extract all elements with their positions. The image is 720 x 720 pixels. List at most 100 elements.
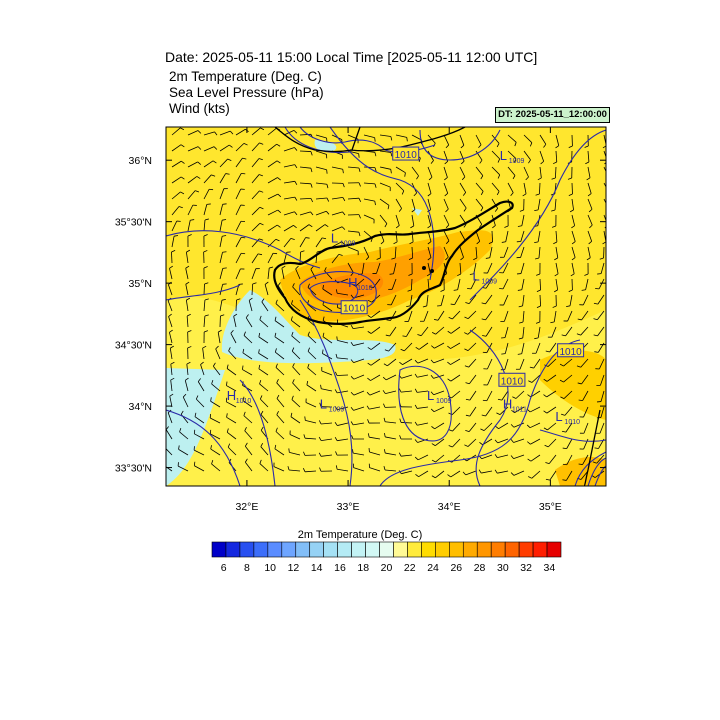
wind-barb: [275, 363, 285, 376]
wind-barb: [347, 246, 359, 256]
wind-barb: [187, 176, 201, 184]
wind-barb: [287, 466, 301, 472]
wind-barb: [203, 282, 209, 296]
wind-barb: [226, 381, 237, 392]
lat-label: 33°30'N: [115, 463, 152, 475]
wind-barb: [219, 188, 228, 200]
wind-barb: [187, 190, 200, 200]
wind-barb: [335, 289, 349, 296]
wind-barb: [571, 214, 576, 229]
wind-barb: [534, 198, 541, 212]
wind-barb: [379, 166, 392, 174]
colorbar-tick-label: 12: [288, 562, 300, 574]
temp-field-cool-sw: [166, 368, 225, 486]
wind-barb: [347, 262, 354, 276]
wind-barb: [499, 294, 509, 306]
wind-barb: [226, 364, 237, 376]
wind-barb: [335, 353, 349, 360]
lat-label: 36°N: [129, 155, 152, 167]
wind-barb: [593, 326, 605, 337]
wind-barb: [367, 419, 381, 424]
wind-barb: [363, 246, 370, 261]
colorbar-tick-label: 14: [311, 562, 323, 574]
wind-barb: [411, 198, 416, 213]
wind-barb: [367, 374, 381, 381]
wind-barb: [244, 427, 253, 440]
colorbar-swatch: [323, 541, 338, 558]
colorbar-tick-label: 34: [544, 562, 556, 574]
wind-barb: [459, 134, 465, 149]
wind-barb: [203, 266, 208, 280]
wind-barb: [516, 246, 525, 259]
wind-barb: [577, 374, 589, 385]
wind-barb: [443, 198, 449, 213]
wind-barb: [571, 246, 576, 261]
wind-barb: [193, 446, 205, 456]
wind-barb: [366, 390, 381, 396]
isobar: [239, 379, 276, 486]
svg-text:1009: 1009: [340, 241, 356, 248]
wind-barb: [571, 230, 576, 245]
wind-barb: [415, 470, 429, 478]
wind-barb: [587, 182, 592, 197]
wind-barb: [267, 160, 281, 168]
wind-barb: [264, 281, 269, 296]
colorbar-swatch: [267, 541, 283, 558]
wind-barb: [379, 230, 385, 245]
wind-barb: [320, 384, 333, 392]
wind-barb: [235, 252, 246, 264]
colorbar-tick-label: 28: [474, 562, 486, 574]
wind-barb: [563, 310, 573, 322]
wind-barb: [547, 326, 557, 338]
map-axes: 36°N 35°30'N 35°N 34°30'N 34°N 33°30'N 32°E 33°…: [115, 127, 606, 513]
wind-barb: [599, 246, 605, 260]
wind-barb: [561, 422, 573, 433]
wind-barb: [212, 362, 221, 376]
colorbar-tick-label: 26: [450, 562, 462, 574]
wind-barb: [334, 437, 349, 442]
wind-barb: [319, 402, 333, 408]
wind-barb: [536, 294, 542, 309]
wind-barb: [395, 182, 405, 195]
colorbar-title: 2m Temperature (Deg. C): [297, 529, 423, 541]
wind-barb: [459, 246, 464, 261]
wind-barb: [465, 390, 477, 401]
wind-barb: [178, 445, 189, 456]
wind-barb: [274, 316, 285, 328]
wind-barb: [291, 347, 301, 360]
wind-barb: [336, 336, 349, 344]
wind-barb: [528, 374, 541, 383]
wind-barb: [303, 434, 317, 440]
wind-barb: [226, 413, 237, 424]
wind-barb: [379, 182, 391, 192]
svg-text:1009: 1009: [436, 398, 452, 405]
colorbar-swatch: [351, 541, 366, 558]
wind-barb: [431, 454, 445, 463]
wind-barb: [315, 150, 328, 159]
wind-barb: [277, 282, 285, 296]
wind-barb: [235, 268, 245, 280]
turkey-coastline: [274, 127, 361, 153]
wind-barb: [251, 206, 264, 216]
isobar: [309, 281, 359, 305]
isobar: [469, 329, 509, 486]
wind-barbs: [166, 127, 606, 481]
wind-barb: [171, 250, 176, 264]
wind-barb: [559, 374, 573, 383]
wind-barb: [464, 310, 477, 320]
wind-barb: [267, 177, 281, 184]
svg-text:1010: 1010: [564, 419, 580, 426]
svg-text:1010: 1010: [357, 285, 373, 292]
colorbar-tick-label: 10: [264, 562, 276, 574]
wind-barb: [587, 198, 593, 213]
wind-barb: [350, 421, 365, 426]
isobar: [574, 451, 606, 486]
wind-barb: [283, 211, 298, 216]
wind-barb: [485, 246, 493, 259]
wind-barb: [383, 417, 397, 424]
wind-barb: [478, 469, 493, 474]
wind-barb: [519, 198, 525, 212]
svg-text:1010: 1010: [501, 376, 524, 387]
wind-barb: [219, 203, 227, 216]
wind-barb: [457, 262, 462, 277]
